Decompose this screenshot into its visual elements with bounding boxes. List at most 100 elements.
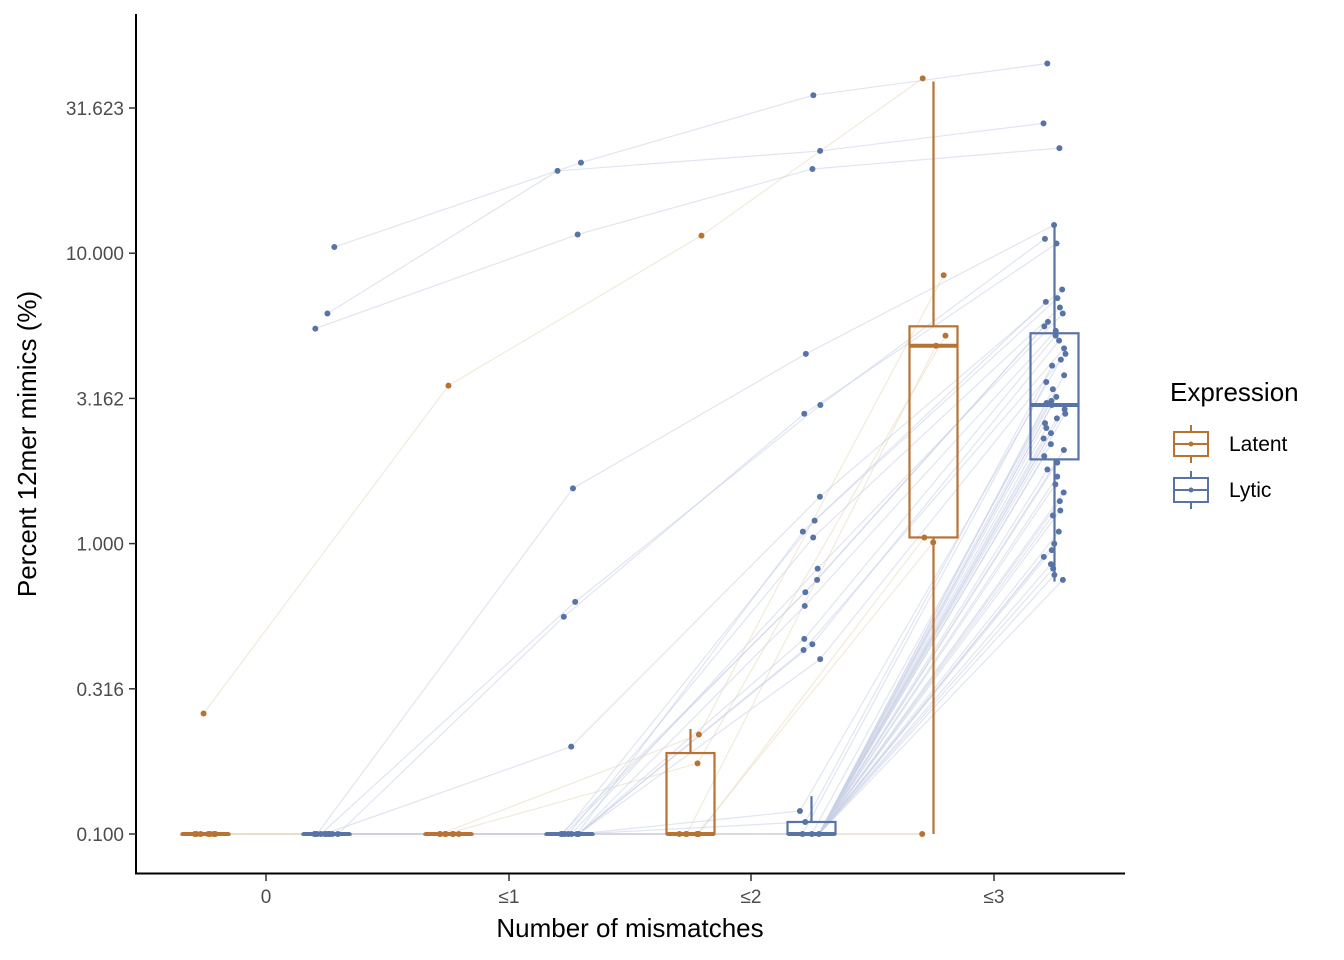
point-latent — [449, 831, 456, 837]
point-lytic — [1048, 547, 1055, 554]
paired-line — [315, 233, 578, 330]
point-latent — [698, 232, 705, 239]
paired-line — [578, 605, 806, 835]
paired-line — [818, 531, 1060, 835]
point-latent — [442, 831, 449, 837]
point-lytic — [809, 641, 816, 648]
point-lytic — [1043, 379, 1050, 386]
point-lytic — [1040, 553, 1047, 560]
paired-line — [818, 455, 1045, 835]
point-lytic — [802, 818, 809, 825]
paired-line — [818, 568, 1054, 835]
point-lytic — [1054, 473, 1061, 480]
point-latent — [919, 831, 926, 837]
paired-line — [696, 541, 934, 835]
point-lytic — [817, 147, 824, 154]
point-lytic — [802, 350, 809, 357]
paired-line — [818, 515, 1054, 835]
point-latent — [455, 831, 462, 837]
y-axis-title: Percent 12mer mimics (%) — [12, 291, 42, 597]
point-lytic — [816, 493, 823, 500]
paired-line — [814, 297, 1058, 522]
paired-line — [439, 734, 700, 835]
paired-line — [802, 381, 1047, 835]
point-lytic — [574, 231, 581, 238]
point-latent — [191, 831, 198, 837]
point-latent — [676, 831, 683, 837]
point-latent — [940, 272, 947, 279]
point-latent — [933, 342, 940, 349]
point-lytic — [554, 167, 561, 174]
paired-line — [818, 432, 1052, 835]
point-lytic — [312, 325, 319, 332]
point-lytic — [1054, 459, 1061, 466]
paired-line — [577, 168, 813, 236]
paired-line — [818, 579, 1064, 835]
point-lytic — [1052, 327, 1059, 334]
point-lytic — [1047, 441, 1054, 448]
points-layer — [191, 60, 1069, 837]
point-lytic — [801, 410, 808, 417]
point-lytic — [326, 831, 333, 837]
point-lytic — [1059, 576, 1066, 583]
point-latent — [930, 539, 937, 546]
point-lytic — [1049, 512, 1056, 519]
legend-key-lytic: Lytic — [1173, 471, 1271, 509]
paired-line — [578, 821, 806, 835]
point-lytic — [1057, 356, 1064, 363]
paired-line — [557, 150, 821, 172]
point-lytic — [814, 576, 821, 583]
point-lytic — [1062, 350, 1069, 357]
point-lytic — [1052, 481, 1059, 488]
point-latent — [200, 710, 207, 717]
axes-layer: 0.100 0.316 1.000 3.162 10.000 31.623 0 ≤1 ≤2 ≤3 — [66, 14, 1125, 908]
paired-line — [818, 563, 1052, 835]
point-lytic — [575, 831, 582, 837]
legend-label: Lytic — [1229, 479, 1271, 502]
point-lytic — [1042, 298, 1049, 305]
point-lytic — [811, 517, 818, 524]
point-lytic — [1061, 372, 1068, 379]
paired-line — [820, 122, 1044, 152]
point-lytic — [560, 613, 567, 620]
point-lytic — [810, 534, 817, 541]
box-latent-3 — [908, 81, 959, 834]
paired-line — [572, 353, 807, 489]
point-lytic — [1041, 235, 1048, 242]
point-latent — [445, 382, 452, 389]
paired-line — [803, 335, 1057, 640]
point-lytic — [1055, 528, 1062, 535]
point-lytic — [1056, 337, 1063, 344]
legend: Expression Latent Lytic — [1170, 377, 1299, 509]
paired-line — [327, 170, 558, 314]
paired-line — [316, 487, 574, 835]
y-tick-label: 31.623 — [66, 99, 124, 120]
point-latent — [921, 534, 928, 541]
x-tick-label: 0 — [261, 887, 272, 908]
point-lytic — [1056, 304, 1063, 311]
paired-line — [804, 325, 1045, 593]
point-latent — [695, 831, 702, 837]
point-latent — [197, 831, 204, 837]
point-lytic — [801, 602, 808, 609]
point-lytic — [1049, 362, 1056, 369]
point-lytic — [1048, 402, 1055, 409]
point-lytic — [1043, 399, 1050, 406]
point-lytic — [801, 635, 808, 642]
point-lytic — [1060, 489, 1067, 496]
point-lytic — [1057, 507, 1064, 514]
point-lytic — [569, 485, 576, 492]
point-latent — [919, 75, 926, 82]
point-lytic — [1061, 345, 1068, 352]
paired-line — [812, 307, 1061, 538]
point-lytic — [1062, 410, 1069, 417]
paired-line — [813, 62, 1048, 96]
point-lytic — [1051, 571, 1058, 578]
point-lytic — [1040, 120, 1047, 127]
x-tick-label: ≤1 — [499, 887, 520, 908]
point-lytic — [809, 165, 816, 172]
paired-line — [818, 483, 1056, 835]
point-lytic — [796, 808, 803, 815]
point-lytic — [1041, 453, 1048, 460]
paired-line — [203, 385, 449, 714]
